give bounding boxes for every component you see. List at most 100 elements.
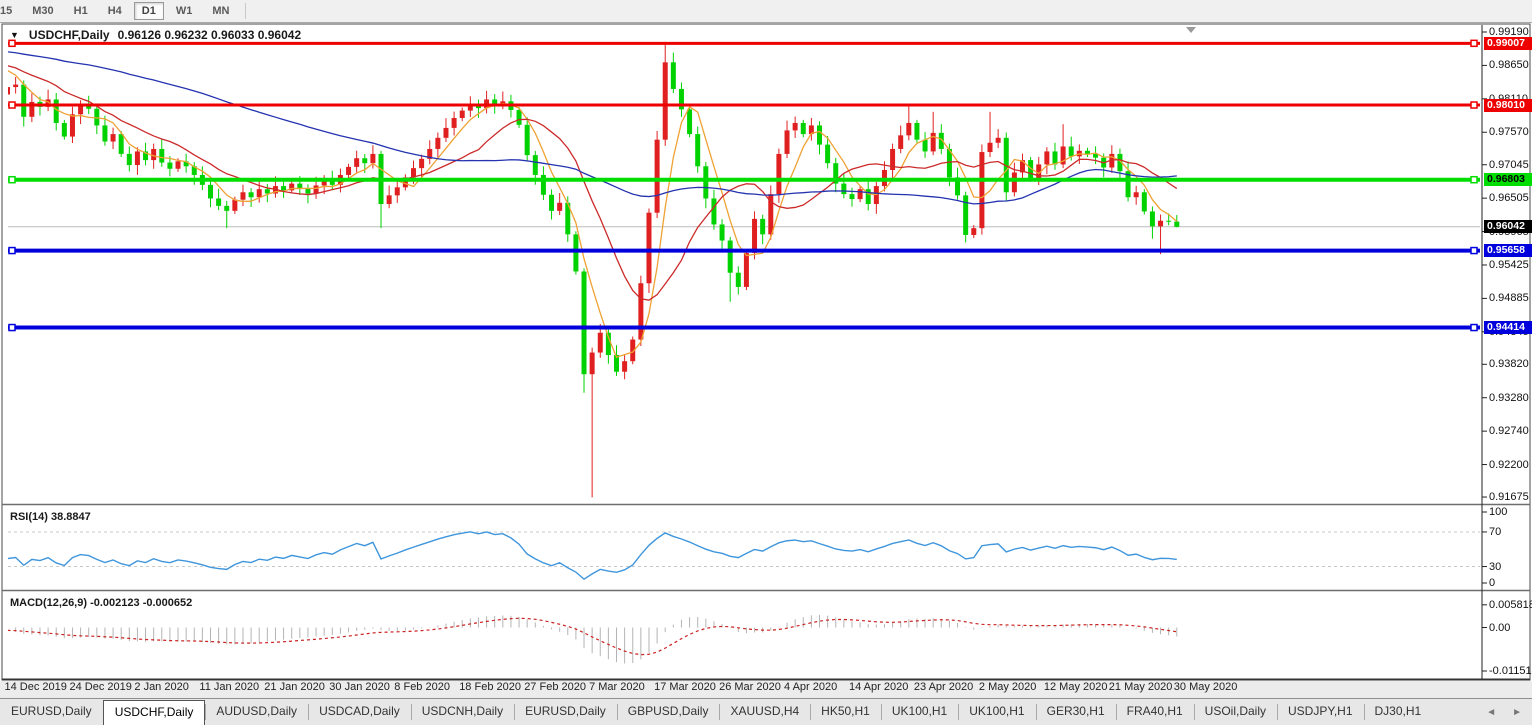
chart-ohlc: 0.96126 0.96232 0.96033 0.96042 (117, 28, 302, 42)
tab-scroll-left-icon[interactable]: ◄ (1486, 706, 1497, 718)
candle (995, 137, 1001, 143)
chart-tab-uk100-h1[interactable]: UK100,H1 (880, 699, 958, 725)
chart-tab-eurusd-daily[interactable]: EURUSD,Daily (514, 699, 617, 725)
chart-tab-usoil-daily[interactable]: USOil,Daily (1193, 699, 1277, 725)
candle (938, 132, 944, 149)
slow-ma (8, 51, 1177, 205)
chart-tab-hk50-h1[interactable]: HK50,H1 (810, 699, 881, 725)
level-line-anchor[interactable] (1470, 323, 1478, 332)
candle (898, 135, 904, 149)
candle (175, 161, 181, 169)
candle (825, 144, 831, 164)
candle (1141, 192, 1147, 212)
candle (8, 87, 10, 95)
date-axis-label: 2 May 2020 (978, 681, 1037, 693)
date-axis-label: 23 Apr 2020 (913, 681, 974, 693)
candle (53, 99, 59, 123)
candle (256, 189, 262, 198)
price-axis-label: 0.95425 (1489, 259, 1529, 271)
level-line-anchor[interactable] (8, 323, 16, 332)
rsi-panel[interactable] (8, 531, 1481, 581)
chart-tab-usdcnh-daily[interactable]: USDCNH,Daily (410, 699, 514, 725)
level-line-anchor[interactable] (8, 175, 16, 184)
level-line-anchor[interactable] (1470, 101, 1478, 109)
level-line-anchor[interactable] (8, 39, 16, 48)
candle (143, 151, 149, 161)
candle (784, 130, 790, 154)
rsi-axis-label: 30 (1489, 560, 1502, 573)
candle (118, 134, 124, 154)
candle (126, 153, 132, 166)
candle (232, 199, 238, 211)
candle (492, 99, 498, 106)
chart-tab-uk100-h1[interactable]: UK100,H1 (958, 699, 1035, 725)
price-axis-label: 0.92200 (1489, 458, 1529, 471)
chart-tab-usdjpy-h1[interactable]: USDJPY,H1 (1277, 699, 1363, 725)
candle (573, 234, 579, 272)
candle (362, 158, 368, 164)
candle (151, 148, 157, 161)
timeframe-button-m30[interactable]: M30 (32, 5, 54, 17)
timeframe-button-15[interactable]: 15 (0, 5, 13, 17)
price-chart[interactable] (0, 23, 1532, 682)
level-line-anchor[interactable] (1470, 246, 1478, 255)
level-line-anchor[interactable] (1470, 175, 1478, 184)
chart-tab-ger30-h1[interactable]: GER30,H1 (1035, 699, 1116, 725)
chart-tab-dj30-h1[interactable]: DJ30,H1 (1363, 699, 1433, 725)
level-price-badge: 0.95658 (1484, 244, 1532, 258)
candle (313, 185, 319, 194)
candle (646, 212, 652, 284)
candle (1020, 160, 1025, 173)
timeframe-button-h1[interactable]: H1 (73, 5, 88, 17)
candle (459, 110, 465, 119)
chart-tab-gbpusd-daily[interactable]: GBPUSD,Daily (616, 699, 720, 725)
macd-panel[interactable] (8, 614, 1178, 664)
candle (622, 361, 628, 372)
candle (354, 158, 360, 167)
chart-tab-audusd-daily[interactable]: AUDUSD,Daily (205, 699, 308, 725)
candle (167, 162, 173, 169)
chart-tab-eurusd-daily[interactable]: EURUSD,Daily (11, 704, 92, 718)
toolbar-divider (245, 3, 247, 19)
price-axis-label: 0.93820 (1489, 358, 1529, 371)
level-line-anchor[interactable] (8, 101, 16, 109)
chart-tab-fra40-h1[interactable]: FRA40,H1 (1115, 699, 1194, 725)
chart-title: ▼ USDCHF,Daily 0.96126 0.96232 0.96033 0… (10, 28, 301, 42)
candle (906, 122, 912, 136)
candle (1174, 221, 1180, 227)
chart-shift-marker-icon[interactable] (1186, 27, 1196, 33)
timeframe-button-h4[interactable]: H4 (107, 5, 122, 17)
timeframe-button-mn[interactable]: MN (212, 5, 230, 17)
candle (833, 163, 839, 184)
candle (467, 103, 473, 111)
candle (264, 189, 270, 194)
tab-scroll-right-icon[interactable]: ► (1512, 706, 1522, 718)
candle (69, 114, 75, 137)
main-panel[interactable] (5, 41, 1480, 498)
candle (110, 134, 116, 142)
candle (1117, 153, 1123, 172)
candle (248, 192, 254, 198)
candle (565, 202, 571, 235)
price-axis-label: 0.97570 (1489, 126, 1529, 139)
date-axis-label: 27 Feb 2020 (524, 681, 586, 693)
timeframe-button-w1[interactable]: W1 (175, 5, 193, 17)
chart-window: ▼ USDCHF,Daily 0.96126 0.96232 0.96033 0… (0, 23, 1532, 682)
candle (370, 153, 376, 164)
fast-ma (8, 70, 1178, 359)
date-axis-label: 4 Apr 2020 (784, 681, 838, 693)
candle (402, 177, 408, 188)
chart-tab-usdchf-daily[interactable]: USDCHF,Daily (102, 700, 206, 725)
timeframe-button-d1[interactable]: D1 (133, 2, 164, 20)
level-line-anchor[interactable] (1470, 39, 1478, 48)
candle (1125, 171, 1131, 198)
date-axis-label: 21 May 2020 (1108, 681, 1173, 693)
date-axis-label: 21 Jan 2020 (264, 681, 325, 693)
level-line-anchor[interactable] (8, 246, 16, 255)
chart-tab-usdcad-daily[interactable]: USDCAD,Daily (308, 699, 411, 725)
candle (305, 188, 311, 194)
symbol-dropdown-icon[interactable]: ▼ (10, 30, 19, 40)
chart-tab-xauusd-h4[interactable]: XAUUSD,H4 (719, 699, 810, 725)
level-price-badge: 0.94414 (1484, 321, 1532, 334)
date-axis[interactable]: 14 Dec 2019 24 Dec 2019 2 Jan 2020 11 Jan 2… (0, 681, 1532, 698)
